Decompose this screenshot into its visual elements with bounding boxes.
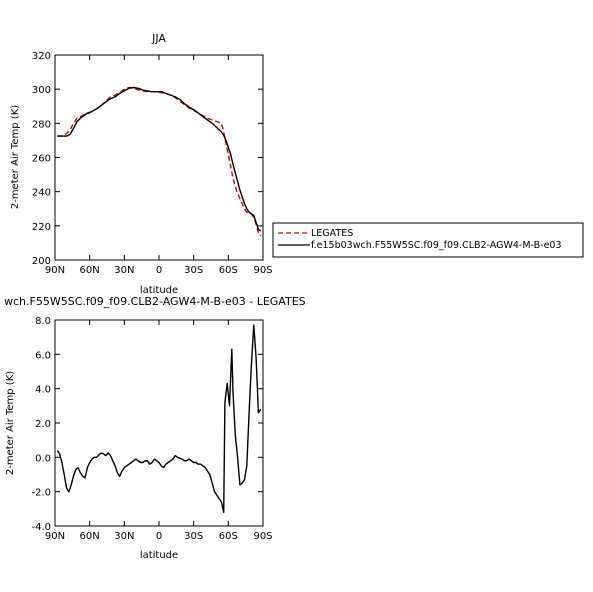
bottom-y-axis-label: 2-meter Air Temp (K) [5,371,16,475]
top-series-lines [57,86,262,237]
top-chart-title: JJA [151,32,166,45]
top-ytick-label: 320 [32,51,51,62]
bot-xtick-label: 60S [219,531,238,542]
top-xtick-label: 30S [184,265,203,276]
bot-xtick-label: 0 [156,531,162,542]
top-ytick-label: 300 [32,85,51,96]
bottom-series-lines [56,324,262,513]
top-y-axis-label: 2-meter Air Temp (K) [10,105,21,209]
bot-ytick-label: 8.0 [35,316,51,327]
bottom-chart-title: wch.F55W5SC.f09_f09.CLB2-AGW4-M-B-e03 - … [4,295,306,308]
top-ytick-label: 280 [32,119,51,130]
bottom-y-axis: -4.0 -2.0 0.0 2.0 4.0 6.0 8.0 [31,316,263,533]
top-ytick-label: 200 [32,256,51,267]
bot-series-line-0 [56,324,262,513]
top-xtick-label: 60S [219,265,238,276]
top-ytick-label: 260 [32,154,51,165]
top-panel: JJA 200 220 240 260 280 300 320 90N 60N 30N 0 30S 6… [10,32,273,296]
bot-xtick-label: 60N [80,531,100,542]
top-series-line-0 [57,86,262,237]
bot-ytick-label: -4.0 [31,522,51,533]
top-series-line-1 [57,86,262,232]
top-x-axis: 90N 60N 30N 0 30S 60S 90S [45,55,273,276]
bottom-x-axis-label: latitude [140,550,178,561]
bot-ytick-label: -2.0 [31,488,51,499]
top-xtick-label: 90N [45,265,65,276]
legend-label-legates: LEGATES [311,228,353,239]
top-xtick-label: 90S [253,265,272,276]
bot-xtick-label: 30S [184,531,203,542]
bot-xtick-label: 90S [253,531,272,542]
legend-box [272,222,584,258]
bot-ytick-label: 4.0 [35,385,51,396]
bot-xtick-label: 90N [45,531,65,542]
top-ytick-label: 240 [32,188,51,199]
bot-ytick-label: 2.0 [35,419,51,430]
top-y-axis: 200 220 240 260 280 300 320 [32,51,263,267]
bottom-x-axis: 90N 60N 30N 0 30S 60S 90S [45,320,273,542]
top-x-axis-label: latitude [140,285,178,296]
top-xtick-label: 30N [114,265,134,276]
bot-ytick-label: 6.0 [35,350,51,361]
legend: LEGATES f.e15b03wch.F55W5SC.f09_f09.CLB2… [272,222,584,258]
top-xtick-label: 60N [80,265,100,276]
bot-ytick-label: 0.0 [35,453,51,464]
bottom-panel: wch.F55W5SC.f09_f09.CLB2-AGW4-M-B-e03 - … [4,295,306,561]
top-xtick-label: 0 [156,265,162,276]
legend-label-model: f.e15b03wch.F55W5SC.f09_f09.CLB2-AGW4-M-… [311,240,562,251]
bot-xtick-label: 30N [114,531,134,542]
top-ytick-label: 220 [32,222,51,233]
